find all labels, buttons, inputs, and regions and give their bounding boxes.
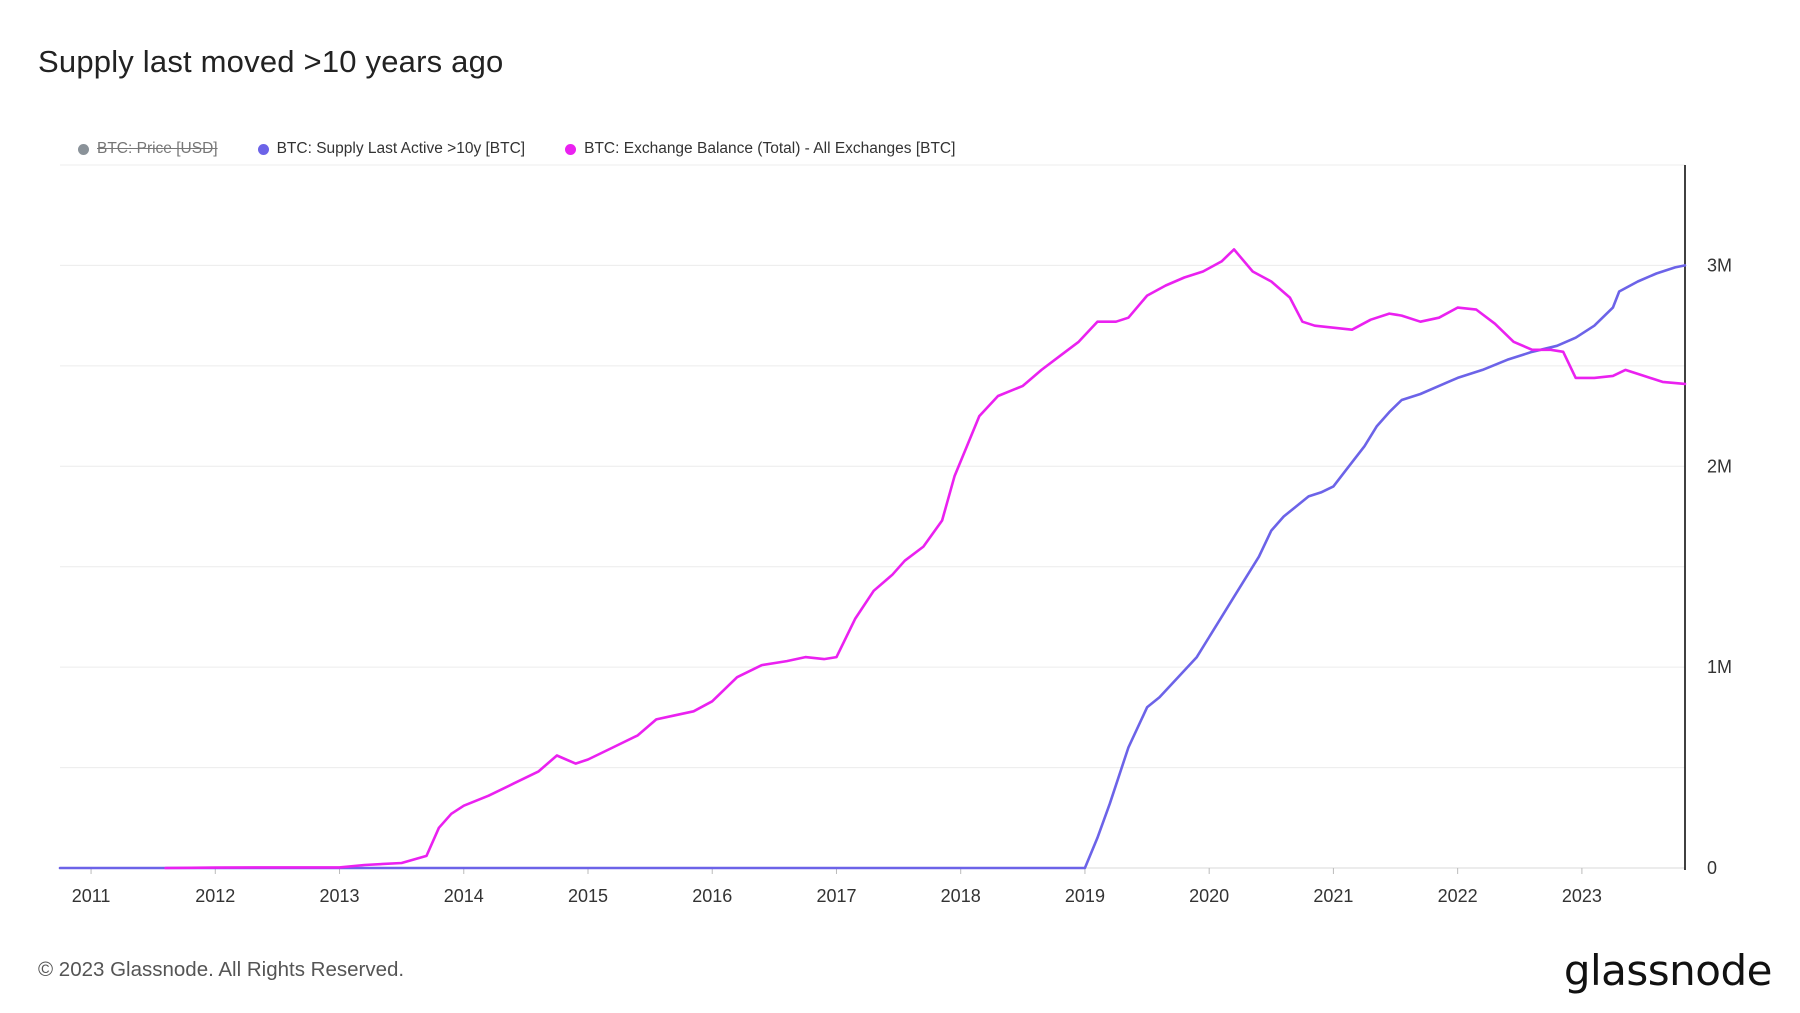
x-tick-label-2011: 2011 bbox=[72, 886, 111, 906]
copyright-footer: © 2023 Glassnode. All Rights Reserved. bbox=[38, 958, 405, 981]
legend-label-exchange-balance: BTC: Exchange Balance (Total) - All Exch… bbox=[584, 140, 956, 157]
y-tick-label-0: 0 bbox=[1707, 858, 1717, 878]
x-tick-label-2021: 2021 bbox=[1313, 886, 1353, 906]
glassnode-logo: glassnode bbox=[1563, 946, 1773, 995]
legend-item-supply-10y[interactable]: BTC: Supply Last Active >10y [BTC] bbox=[257, 140, 526, 158]
x-tick-label-2013: 2013 bbox=[320, 886, 360, 906]
legend-dot-price bbox=[78, 143, 89, 155]
x-tick-label-2014: 2014 bbox=[444, 886, 484, 906]
x-tick-label-2019: 2019 bbox=[1065, 886, 1105, 906]
x-tick-label-2016: 2016 bbox=[692, 886, 732, 906]
x-tick-label-2017: 2017 bbox=[816, 886, 856, 906]
legend: BTC: Price [USD] BTC: Supply Last Active… bbox=[78, 140, 955, 158]
x-tick-label-2023: 2023 bbox=[1562, 886, 1602, 906]
legend-dot-supply-10y bbox=[257, 143, 269, 155]
series-line-2 bbox=[164, 248, 1687, 870]
x-tick-label-2015: 2015 bbox=[568, 886, 608, 906]
legend-dot-exchange-balance bbox=[565, 143, 577, 155]
legend-item-price[interactable]: BTC: Price [USD] bbox=[78, 140, 218, 158]
legend-item-exchange-balance[interactable]: BTC: Exchange Balance (Total) - All Exch… bbox=[565, 140, 955, 158]
x-tick-label-2020: 2020 bbox=[1189, 886, 1229, 906]
legend-label-price: BTC: Price [USD] bbox=[97, 140, 218, 157]
y-tick-label-3: 3M bbox=[1707, 255, 1732, 275]
y-tick-label-2: 2M bbox=[1707, 456, 1732, 476]
series-line-1 bbox=[58, 264, 1687, 870]
legend-label-supply-10y: BTC: Supply Last Active >10y [BTC] bbox=[276, 140, 526, 157]
chart-title: Supply last moved >10 years ago bbox=[38, 44, 504, 79]
y-tick-label-1: 1M bbox=[1707, 657, 1732, 677]
x-tick-label-2012: 2012 bbox=[195, 886, 235, 906]
x-tick-label-2018: 2018 bbox=[941, 886, 981, 906]
x-tick-label-2022: 2022 bbox=[1438, 886, 1478, 906]
